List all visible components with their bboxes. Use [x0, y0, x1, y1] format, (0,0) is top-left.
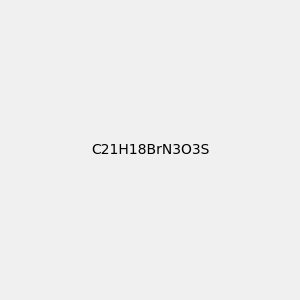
- Text: C21H18BrN3O3S: C21H18BrN3O3S: [91, 143, 209, 157]
